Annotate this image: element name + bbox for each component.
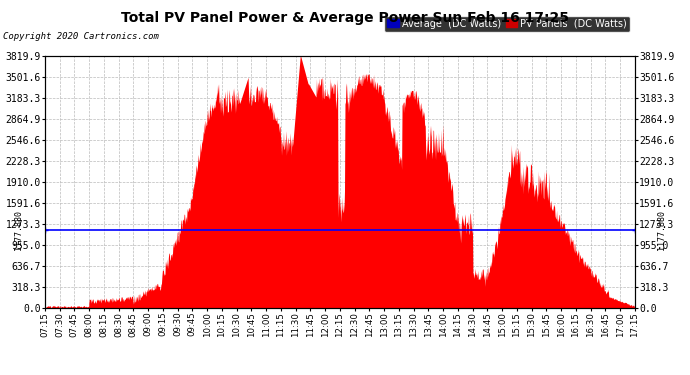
Text: Total PV Panel Power & Average Power Sun Feb 16 17:25: Total PV Panel Power & Average Power Sun… bbox=[121, 11, 569, 25]
Text: 1177.880: 1177.880 bbox=[657, 210, 666, 250]
Text: Copyright 2020 Cartronics.com: Copyright 2020 Cartronics.com bbox=[3, 32, 159, 41]
Legend: Average  (DC Watts), PV Panels  (DC Watts): Average (DC Watts), PV Panels (DC Watts) bbox=[384, 16, 630, 32]
Text: 1177.880: 1177.880 bbox=[14, 210, 23, 250]
